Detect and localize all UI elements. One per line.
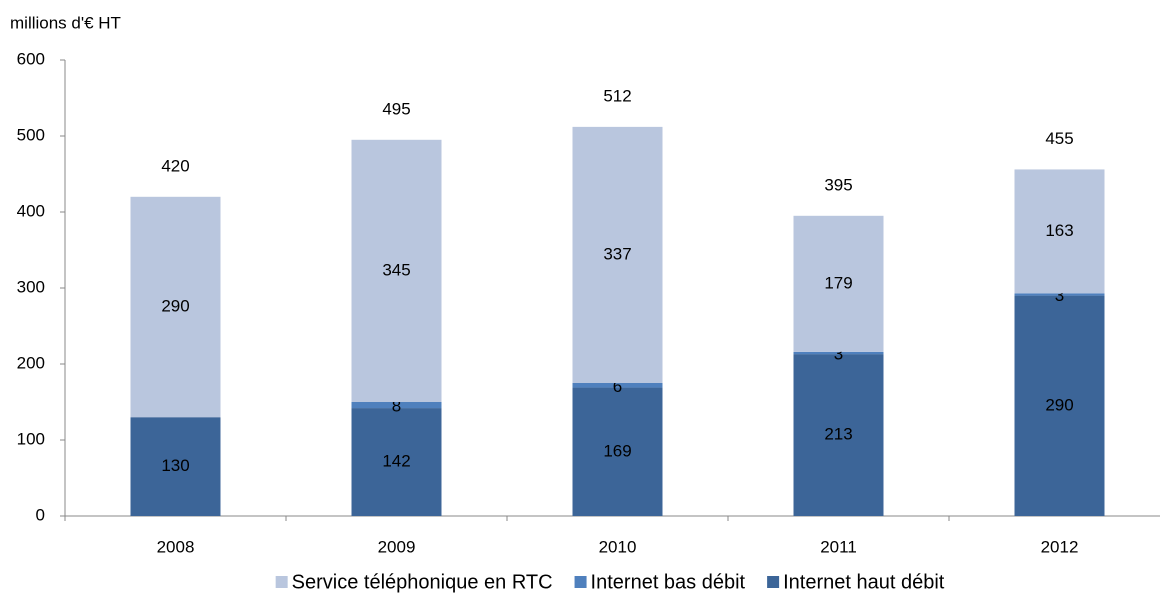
bar-segment	[1014, 169, 1105, 294]
total-label: 495	[382, 99, 410, 118]
bar-segment	[793, 351, 884, 355]
bar-segment	[351, 408, 442, 516]
legend-label: Internet bas débit	[591, 571, 746, 593]
total-label: 395	[824, 175, 852, 194]
value-label: 169	[603, 441, 631, 460]
x-tick-label: 2008	[157, 537, 195, 556]
bar-segment	[572, 387, 663, 516]
legend-label: Internet haut débit	[783, 571, 945, 593]
bar-segment	[351, 139, 442, 403]
value-label: 8	[392, 397, 401, 416]
bar-segment	[793, 354, 884, 516]
bar-segment	[130, 196, 221, 418]
x-tick-label: 2010	[599, 537, 637, 556]
x-tick-label: 2012	[1041, 537, 1079, 556]
legend-swatch	[767, 576, 780, 588]
y-tick-label: 100	[17, 429, 45, 448]
bar-segment	[1014, 293, 1105, 296]
y-tick-label: 200	[17, 353, 45, 372]
legend-swatch	[275, 576, 288, 588]
value-label: 179	[824, 273, 852, 292]
value-label: 290	[161, 296, 189, 315]
y-tick-label: 600	[17, 49, 45, 68]
value-label: 337	[603, 244, 631, 263]
bar-segment	[130, 417, 221, 516]
bar-segment	[351, 402, 442, 409]
value-label: 130	[161, 456, 189, 475]
total-label: 512	[603, 86, 631, 105]
bar-segment	[572, 126, 663, 383]
x-tick-label: 2009	[378, 537, 416, 556]
value-label: 3	[1055, 286, 1064, 305]
value-label: 6	[613, 377, 622, 396]
value-label: 345	[382, 260, 410, 279]
y-axis-label: millions d'€ HT	[10, 13, 121, 32]
y-tick-label: 0	[36, 505, 45, 524]
y-tick-label: 400	[17, 201, 45, 220]
bar-segment	[572, 383, 663, 388]
legend-label: Service téléphonique en RTC	[292, 571, 553, 593]
value-label: 213	[824, 425, 852, 444]
value-label: 3	[834, 344, 843, 363]
legend-swatch	[574, 576, 587, 588]
y-tick-label: 500	[17, 125, 45, 144]
x-tick-label: 2011	[820, 537, 857, 556]
value-label: 163	[1045, 221, 1073, 240]
value-label: 290	[1045, 395, 1073, 414]
bar-segment	[1014, 295, 1105, 516]
total-label: 420	[161, 156, 189, 175]
y-tick-label: 300	[17, 277, 45, 296]
value-label: 142	[382, 452, 410, 471]
bar-segment	[793, 215, 884, 352]
total-label: 455	[1045, 129, 1073, 148]
